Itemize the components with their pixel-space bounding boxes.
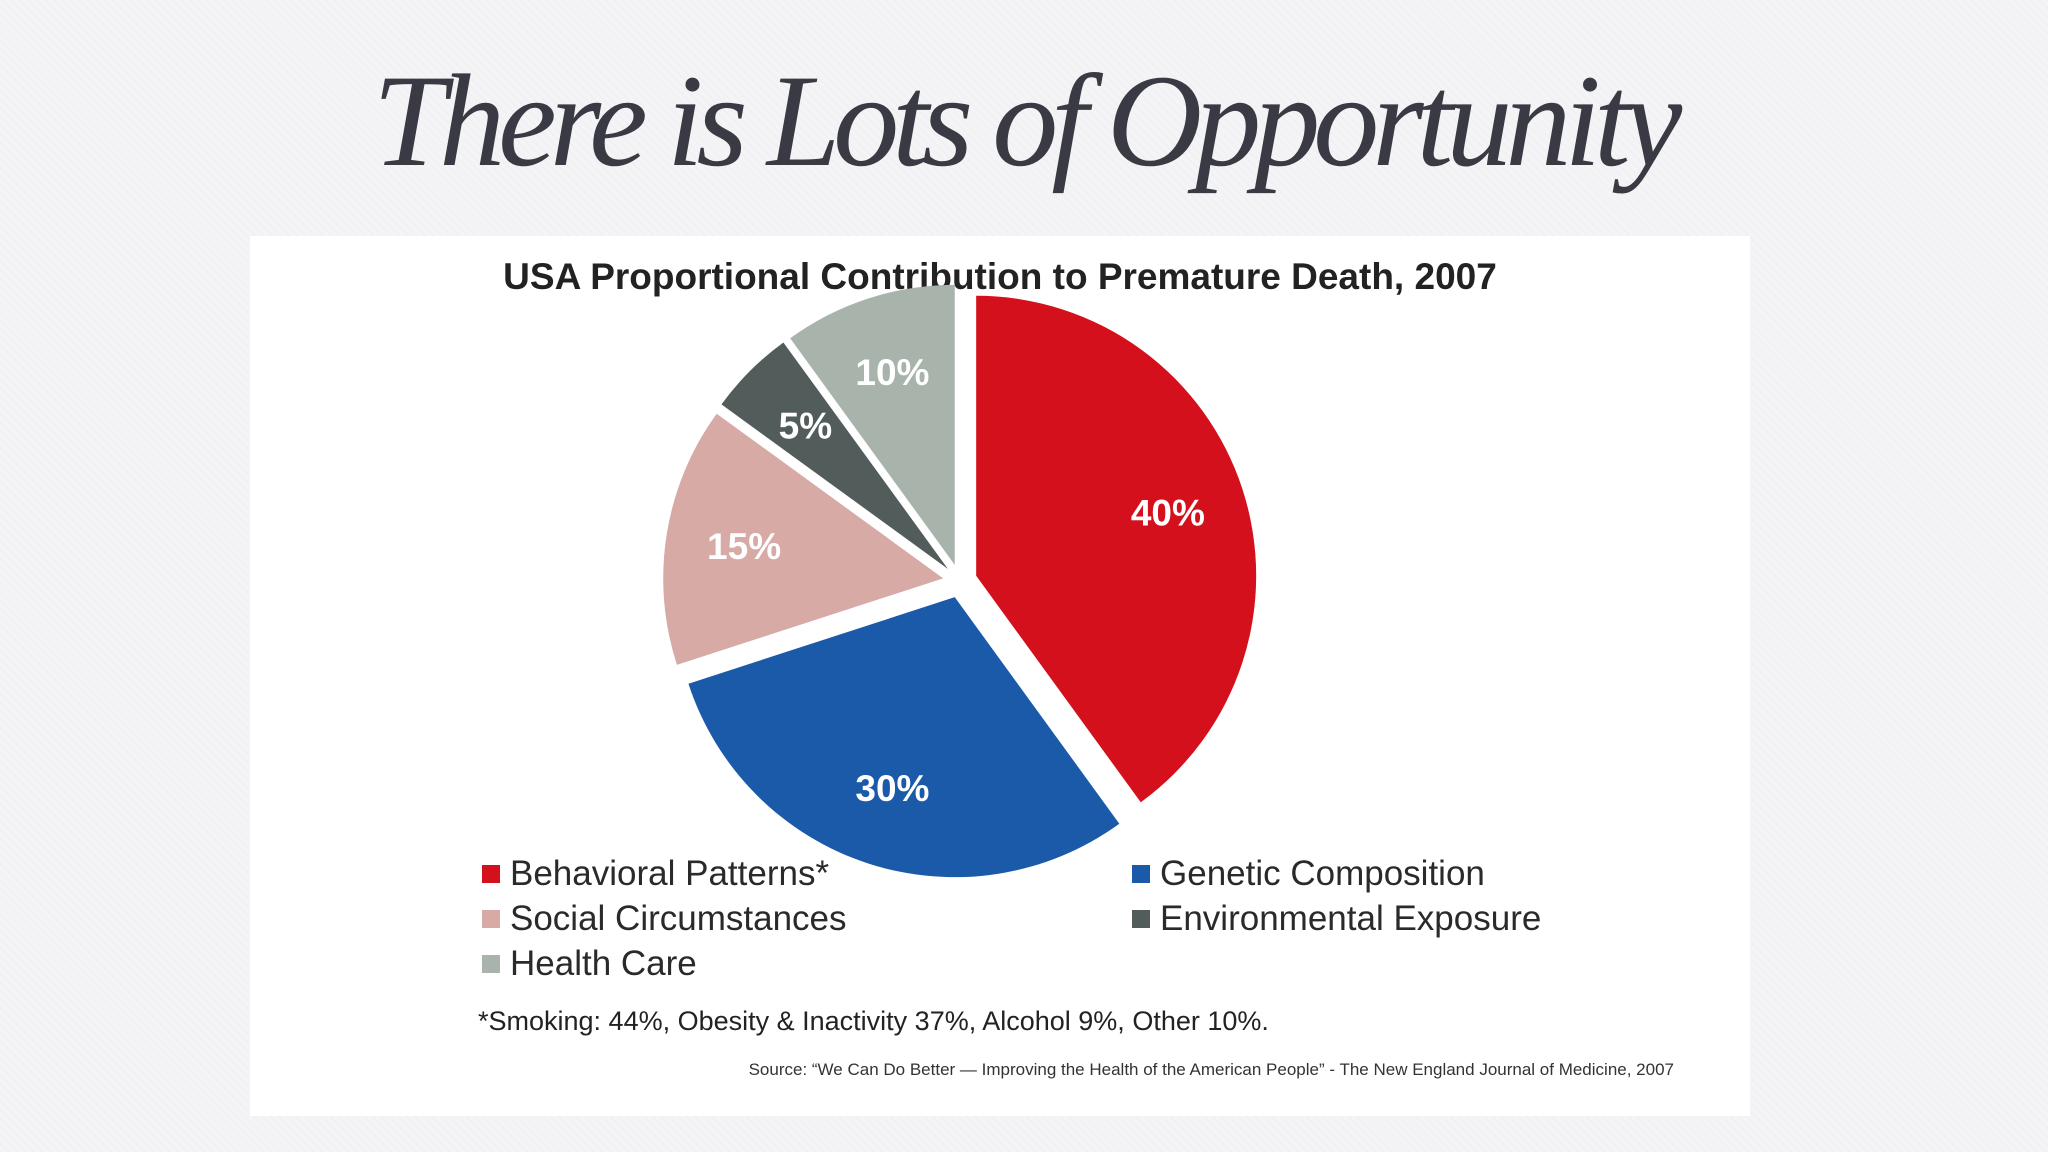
legend-label-behavioral-patterns: Behavioral Patterns* — [510, 854, 830, 893]
pie-slice-health-care — [790, 284, 955, 565]
pie-label-environmental-exposure: 5% — [779, 405, 832, 446]
legend-item-behavioral-patterns: Behavioral Patterns* — [482, 854, 829, 894]
legend-label-health-care: Health Care — [510, 944, 697, 983]
legend-item-environmental-exposure: Environmental Exposure — [1132, 899, 1541, 939]
legend-swatch-environmental-exposure — [1132, 910, 1150, 928]
pie-label-behavioral-patterns: 40% — [1131, 492, 1205, 533]
pie-slice-genetic-composition — [688, 597, 1120, 878]
legend-item-health-care: Health Care — [482, 944, 697, 984]
legend-swatch-genetic-composition — [1132, 865, 1150, 883]
pie-label-social-circumstances: 15% — [707, 526, 781, 567]
chart-source: Source: “We Can Do Better — Improving th… — [748, 1060, 1674, 1079]
legend-label-genetic-composition: Genetic Composition — [1160, 854, 1485, 893]
pie-chart: 40% 30% 15% 5% 10% — [663, 284, 1257, 878]
chart-panel: USA Proportional Contribution to Prematu… — [250, 236, 1750, 1116]
legend-item-genetic-composition: Genetic Composition — [1132, 854, 1485, 894]
legend-swatch-social-circumstances — [482, 910, 500, 928]
chart-title: USA Proportional Contribution to Prematu… — [503, 256, 1497, 297]
slide-title: There is Lots of Opportunity — [372, 47, 1683, 194]
pie-label-health-care: 10% — [855, 352, 929, 393]
legend-swatch-behavioral-patterns — [482, 865, 500, 883]
legend-swatch-health-care — [482, 955, 500, 973]
legend-item-social-circumstances: Social Circumstances — [482, 899, 847, 939]
pie-slice-behavioral-patterns — [976, 295, 1257, 803]
pie-label-genetic-composition: 30% — [855, 768, 929, 809]
legend-label-social-circumstances: Social Circumstances — [510, 899, 847, 938]
chart-footnote: *Smoking: 44%, Obesity & Inactivity 37%,… — [478, 1006, 1269, 1036]
pie-slice-social-circumstances — [663, 413, 944, 665]
pie-slice-environmental-exposure — [721, 342, 948, 569]
legend-label-environmental-exposure: Environmental Exposure — [1160, 899, 1542, 938]
